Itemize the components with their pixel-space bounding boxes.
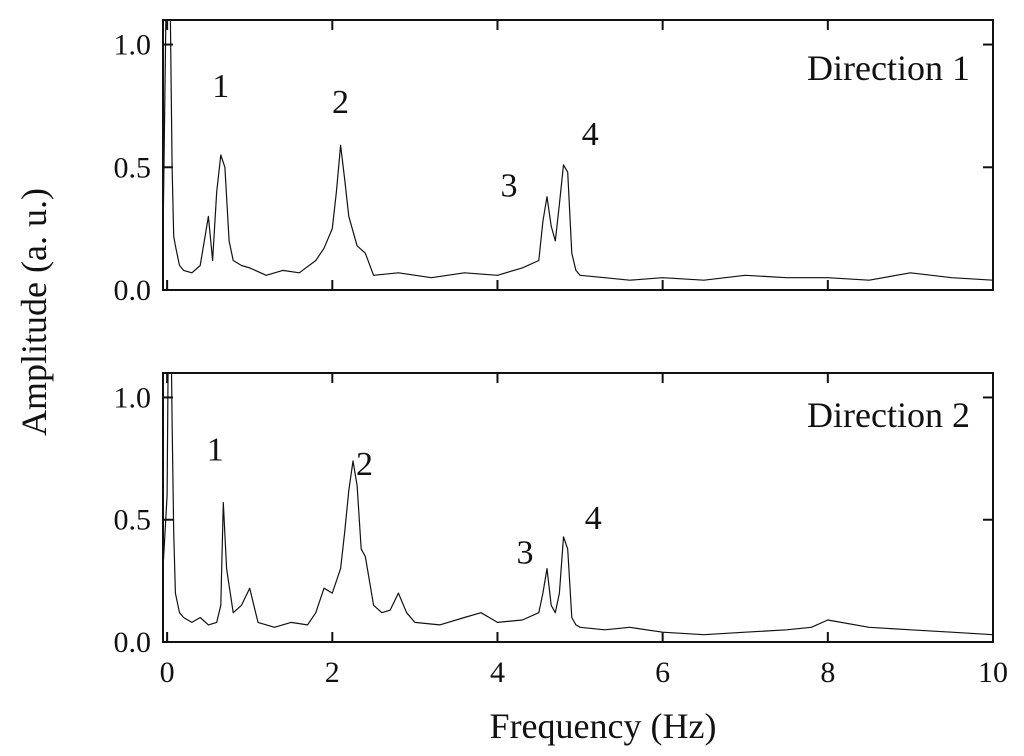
spectrum-line [163,20,993,281]
peak-label-3: 3 [501,168,518,205]
x-tick-label: 8 [820,656,835,689]
peak-label-1: 1 [212,68,229,105]
peak-label-4: 4 [582,116,599,153]
y-tick-label: 0.0 [114,626,152,659]
y-tick-label: 0.5 [114,151,152,184]
x-axis-title: Frequency (Hz) [490,706,717,746]
y-tick-label: 0.5 [114,504,152,537]
x-tick-label: 0 [160,656,175,689]
plot-frame [162,372,994,643]
panel-label: Direction 1 [807,48,970,88]
y-tick-label: 0.0 [114,274,152,307]
x-tick-label: 2 [325,656,340,689]
peak-label-4: 4 [585,500,602,537]
x-tick-label: 4 [490,656,505,689]
y-axis-title: Amplitude (a. u.) [14,188,54,436]
y-tick-label: 1.0 [114,29,152,62]
spectrum-line [163,373,993,636]
panel-label: Direction 2 [807,395,970,435]
peak-label-3: 3 [517,535,534,572]
panel-2: 0.0 0.5 1.0 0 2 4 6 8 10 Direction 2 1 2 3 4 [114,372,1008,689]
panel-1: 0.0 0.5 1.0 Direction 1 1 2 3 4 [114,19,994,307]
x-tick-label: 10 [978,656,1008,689]
peak-label-1: 1 [207,432,224,469]
y-tick-label: 1.0 [114,381,152,414]
peak-label-2: 2 [356,446,373,483]
plot-frame [162,19,994,291]
x-tick-label: 6 [655,656,670,689]
peak-label-2: 2 [332,84,349,121]
